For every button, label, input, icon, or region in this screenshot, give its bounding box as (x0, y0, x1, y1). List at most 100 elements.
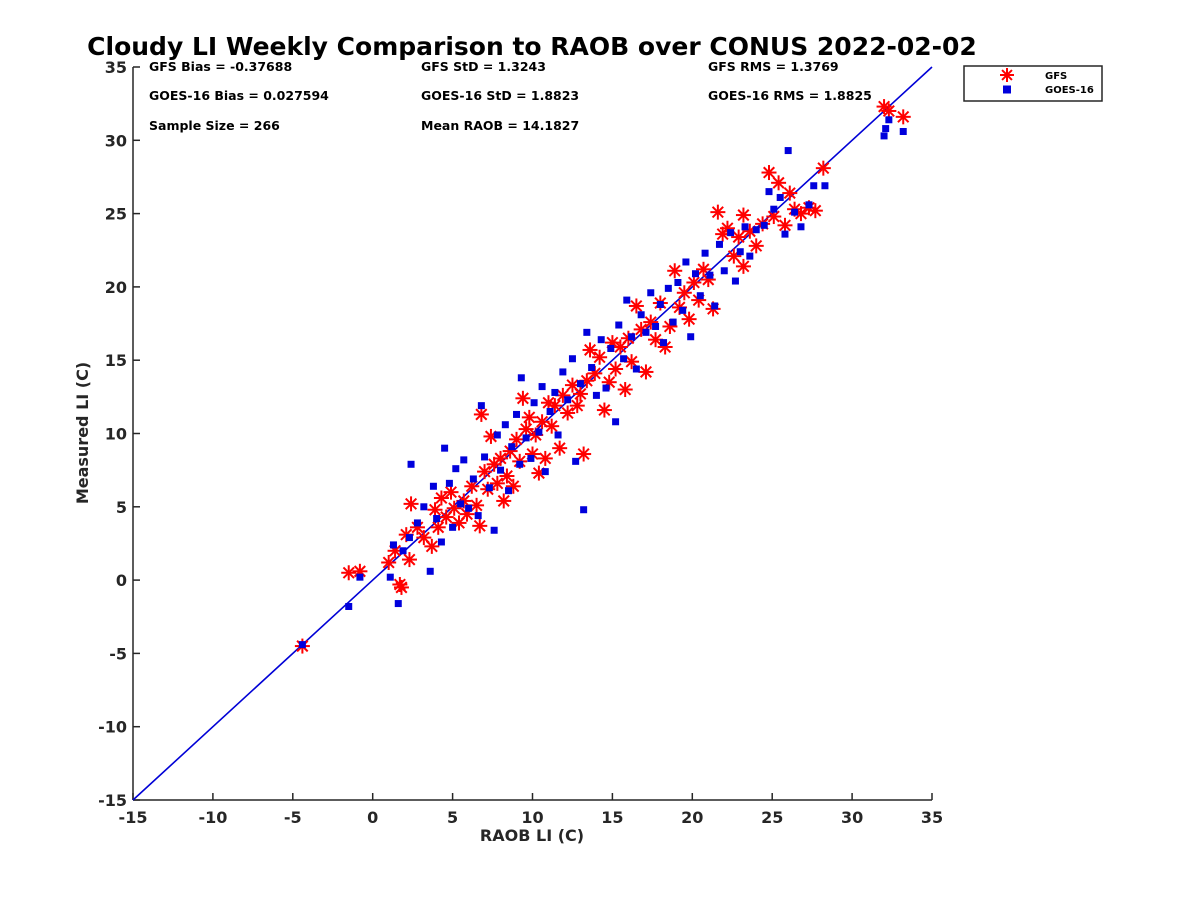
gfs-point (518, 421, 534, 437)
goes-16-point (530, 399, 538, 407)
goes-16-point (457, 500, 465, 508)
y-tick-label: 5 (116, 498, 127, 517)
goes-16-point (899, 128, 907, 136)
gfs-legend-asterisk (1000, 68, 1014, 82)
gfs-point (473, 406, 489, 422)
goes-16-point (516, 460, 524, 468)
goes-16-point (669, 318, 677, 326)
stat-mean-raob: Mean RAOB = 14.1827 (421, 118, 579, 133)
gfs-point (596, 402, 612, 418)
gfs-point (735, 258, 751, 274)
y-tick-label: 30 (105, 131, 127, 150)
goes-16-point (426, 567, 434, 575)
gfs-point (443, 484, 459, 500)
gfs-point (521, 409, 537, 425)
gfs-point (681, 311, 697, 327)
legend-goes-label: GOES-16 (1045, 85, 1094, 96)
goes-16-point (602, 384, 610, 392)
y-tick-label: 20 (105, 278, 127, 297)
goes-16-point (576, 380, 584, 388)
gfs-point (424, 538, 440, 554)
goes-16-point (517, 374, 525, 382)
goes-16-point (652, 322, 660, 330)
gfs-point (341, 565, 357, 581)
goes-16-point (805, 201, 813, 209)
x-tick-label: 20 (681, 808, 703, 827)
x-tick-label: 25 (761, 808, 783, 827)
goes-16-point (554, 431, 562, 439)
gfs-point (592, 349, 608, 365)
gfs-point (731, 229, 747, 245)
y-tick-label: 0 (116, 571, 127, 590)
x-tick-label: -5 (284, 808, 302, 827)
goes-16-point (501, 421, 509, 429)
x-tick-label: -10 (198, 808, 227, 827)
goes-16-point (405, 534, 413, 542)
goes-16-point (564, 396, 572, 404)
goes-16-point (583, 328, 591, 336)
gfs-point (895, 109, 911, 125)
series-goes-16 (298, 116, 907, 649)
goes-16-point (706, 271, 714, 279)
goes-16-point (647, 289, 655, 297)
goes-16-point (546, 408, 554, 416)
gfs-point (617, 382, 633, 398)
goes-16-point (541, 468, 549, 476)
y-tick-label: -5 (109, 644, 127, 663)
gfs-point (576, 446, 592, 462)
gfs-point (771, 175, 787, 191)
goes-16-point (731, 277, 739, 285)
gfs-point (472, 518, 488, 534)
gfs-point (540, 395, 556, 411)
goes-16-point (674, 279, 682, 287)
gfs-point (537, 450, 553, 466)
goes-16-point (701, 249, 709, 257)
goes-16-point (559, 368, 567, 376)
gfs-point (509, 431, 525, 447)
x-tick-label: 30 (841, 808, 863, 827)
y-tick-label: 10 (105, 425, 127, 444)
goes-16-point (880, 132, 888, 140)
goes-16-point (615, 321, 623, 329)
goes-16-point (551, 388, 559, 396)
gfs-point (582, 342, 598, 358)
gfs-point (686, 275, 702, 291)
goes-16-point (386, 573, 394, 581)
goes-16-point (715, 240, 723, 248)
goes-16-point (394, 600, 402, 608)
gfs-point (638, 364, 654, 380)
gfs-point (401, 552, 417, 568)
stat-gfs-rms: GFS RMS = 1.3769 (708, 59, 839, 74)
goes-16-point (797, 223, 805, 231)
y-axis-label: Measured LI (C) (73, 362, 92, 504)
goes-16-point (660, 339, 668, 347)
plot-area: -15 -10 -5 0 5 10 15 20 25 30 35 -15 -10 -5 0 5 10 15 20 2… (98, 58, 943, 827)
gfs-point (552, 440, 568, 456)
gfs-point (430, 519, 446, 535)
goes-16-point (776, 193, 784, 201)
goes-16-point (497, 466, 505, 474)
goes-16-point (493, 431, 501, 439)
goes-16-point (791, 208, 799, 216)
goes-16-point (882, 125, 890, 133)
gfs-point (881, 103, 897, 119)
x-tick-label: 35 (921, 808, 943, 827)
gfs-point (782, 185, 798, 201)
goes-16-point (508, 443, 516, 451)
y-ticks: -15 -10 -5 0 5 10 15 20 25 30 35 (98, 58, 140, 810)
goes-16-point (810, 182, 818, 190)
series-gfs (294, 99, 911, 654)
gfs-point (815, 160, 831, 176)
goes-16-point (821, 182, 829, 190)
gfs-point (572, 386, 588, 402)
goes-16-point (522, 434, 530, 442)
goes-16-point (433, 515, 441, 523)
gfs-point (569, 398, 585, 414)
y-tick-label: -15 (98, 791, 127, 810)
gfs-point (608, 361, 624, 377)
goes-16-point (477, 402, 485, 410)
gfs-point (381, 555, 397, 571)
y-tick-label: 25 (105, 205, 127, 224)
goes-16-point (505, 487, 513, 495)
